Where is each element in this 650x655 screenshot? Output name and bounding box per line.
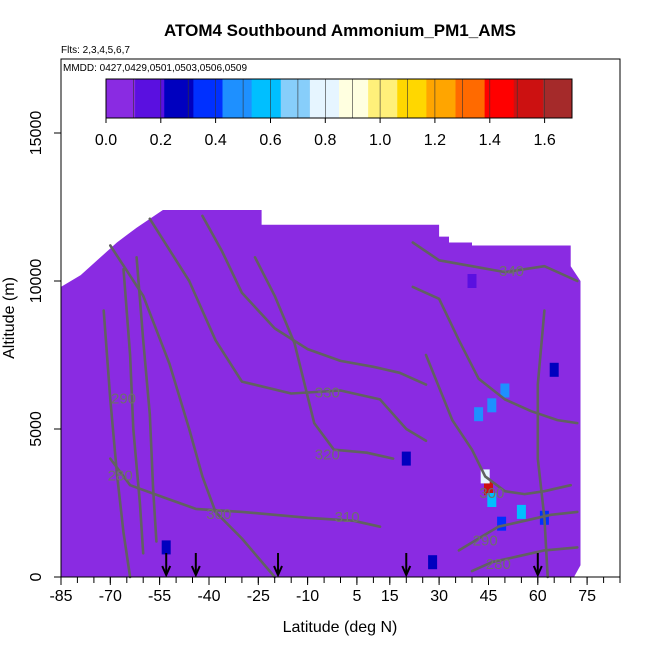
colorbar-swatch (368, 79, 398, 118)
contour-label: 300 (479, 485, 504, 502)
value-cell (467, 274, 477, 288)
contour-line (109, 457, 382, 528)
colorbar-swatch (513, 79, 544, 118)
x-tick-label: 45 (480, 588, 498, 605)
flights-label: Flts: 2,3,4,5,6,7 (61, 45, 130, 56)
value-cell (549, 362, 559, 377)
contour-label: 330 (315, 384, 340, 401)
value-cell (487, 493, 497, 507)
colorbar-swatch (339, 79, 369, 118)
value-cell (497, 516, 507, 531)
colorbar-swatch (542, 79, 573, 118)
field-coverage (61, 210, 581, 577)
takeoff-arrow-head (401, 565, 412, 578)
y-tick-label: 10000 (28, 259, 45, 304)
colorbar-tick-label: 1.2 (424, 132, 446, 149)
colorbar-swatch (280, 79, 311, 118)
takeoff-markers (161, 553, 543, 578)
value-cell (474, 407, 484, 422)
contour-line (253, 256, 395, 460)
contour-line (148, 217, 428, 443)
y-axis-label: Altitude (m) (1, 277, 18, 359)
contour-labels: 290 280 300 310 320 330 340 300 290 280 (108, 263, 524, 573)
colorbar-tick-label: 0.4 (204, 132, 226, 149)
colorbar: 0.0 0.2 0.4 0.6 0.8 1.0 1.2 1.4 1.6 (95, 78, 573, 149)
contour-line (470, 546, 579, 573)
value-cell (487, 398, 497, 413)
contour-label: 290 (111, 390, 136, 407)
colorbar-swatch (164, 79, 194, 118)
value-cell (516, 504, 526, 519)
contour-line (536, 309, 549, 579)
x-tick-label: -25 (247, 588, 270, 605)
contour-line (122, 267, 145, 555)
x-tick-label: 30 (430, 588, 448, 605)
contour-line (109, 244, 276, 579)
x-axis-label: Latitude (deg N) (283, 619, 398, 636)
colorbar-tick-label: 1.4 (479, 132, 501, 149)
x-tick-label: 75 (578, 588, 596, 605)
contour-label: 340 (499, 263, 524, 280)
value-cell (428, 555, 438, 570)
takeoff-arrow-head (190, 565, 201, 578)
colorbar-swatch (222, 79, 253, 118)
value-cell (122, 333, 132, 348)
contour-line (411, 241, 579, 283)
dates-label: MMDD: 0427,0429,0501,0503,0506,0509 (63, 63, 247, 74)
colorbar-swatch (484, 79, 515, 118)
x-tick-label: -85 (49, 588, 72, 605)
colorbar-swatch (455, 79, 486, 118)
value-cell (500, 383, 510, 398)
contour-lines (102, 214, 579, 579)
colorbar-swatch (193, 79, 223, 118)
takeoff-arrow-head (532, 565, 543, 578)
value-cell (484, 481, 493, 496)
x-tick-label: -70 (99, 588, 122, 605)
colorbar-swatch (251, 79, 282, 118)
x-tick-label: -40 (197, 588, 220, 605)
colorbar-tick-label: 0.6 (259, 132, 281, 149)
contour-line (457, 510, 579, 552)
value-cell (401, 451, 411, 466)
takeoff-arrow-head (161, 565, 172, 578)
y-tick-label: 0 (28, 572, 45, 581)
colorbar-frame (105, 78, 573, 119)
colorbar-swatch (135, 79, 165, 118)
chart-title: ATOM4 Southbound Ammonium_PM1_AMS (164, 21, 516, 40)
x-tick-label: 5 (352, 588, 361, 605)
contour-label: 280 (486, 556, 511, 573)
y-tick-label: 15000 (28, 111, 45, 156)
contour-line (135, 256, 158, 543)
colorbar-swatch (426, 79, 456, 118)
contour-line (102, 309, 132, 579)
contour-line (411, 285, 579, 425)
takeoff-arrow-head (273, 565, 283, 578)
x-tick-label: -10 (296, 588, 319, 605)
colorbar-swatch (106, 79, 136, 118)
x-tick-label: -55 (148, 588, 171, 605)
colorbar-tick-label: 1.6 (533, 132, 555, 149)
x-tick-label: 60 (529, 588, 547, 605)
contour-label: 300 (206, 506, 231, 523)
y-tick-label: 5000 (28, 411, 45, 447)
colorbar-tick-label: 0.8 (314, 132, 336, 149)
y-axis: 0 5000 10000 15000 (28, 111, 61, 581)
contour-label: 320 (315, 447, 340, 464)
colorbar-swatch (397, 79, 427, 118)
value-cell (161, 540, 171, 555)
contour-label: 310 (335, 509, 360, 526)
colorbar-tick-label: 0.0 (95, 132, 117, 149)
contour-line (201, 214, 428, 386)
x-tick-label: 15 (381, 588, 399, 605)
contour-label: 280 (108, 467, 133, 484)
x-axis: -85 -70 -55 -40 -25 -10 5 15 30 45 60 75 (49, 577, 621, 605)
contour-label: 290 (473, 532, 498, 549)
colorbar-tick-label: 0.2 (150, 132, 172, 149)
colorbar-swatch (309, 79, 340, 118)
colorbar-tick-label: 1.0 (369, 132, 391, 149)
